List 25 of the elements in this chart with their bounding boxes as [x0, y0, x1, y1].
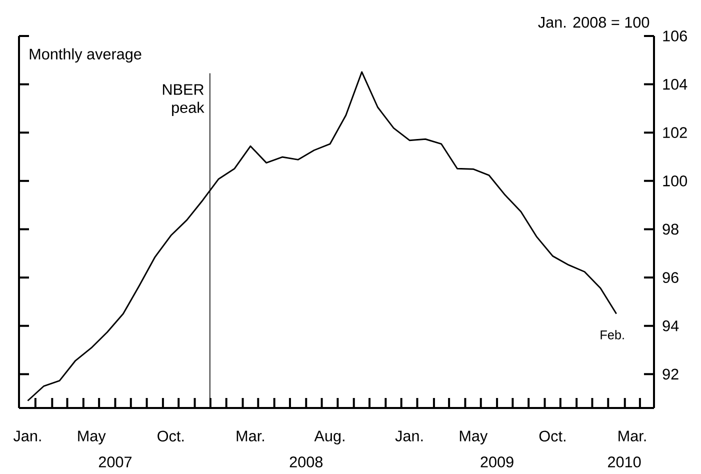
- annotation: Monthly average: [30, 48, 142, 63]
- y-tick-label: 94: [662, 320, 679, 332]
- x2-tick-label: 2009: [480, 456, 514, 468]
- y-tick-label: 92: [662, 368, 678, 380]
- x-tick-label: Jan.: [395, 430, 423, 442]
- y-tick-label: 104: [663, 78, 688, 90]
- y-tick-label: 102: [663, 127, 687, 138]
- y-tick-label: 98: [662, 224, 678, 235]
- x-tick-label: Mar.: [236, 430, 264, 442]
- ref-line-label: NBER peak: [162, 84, 204, 116]
- x-tick-label: May: [460, 430, 488, 444]
- x-tick-label: May: [78, 430, 106, 444]
- x-tick-label: Oct.: [158, 430, 184, 442]
- x2-tick-label: 2010: [608, 456, 641, 468]
- x-tick-label: Aug.: [314, 430, 344, 444]
- y-tick-label: 100: [663, 175, 688, 186]
- x-tick-label: Jan.: [13, 430, 41, 442]
- x2-tick-label: 2008: [290, 456, 323, 468]
- y-tick-label: 96: [662, 272, 678, 283]
- x-tick-label: Oct.: [539, 430, 566, 442]
- y-tick-label: 106: [663, 30, 687, 42]
- x2-tick-label: 2007: [98, 456, 132, 468]
- x-tick-label: Mar.: [618, 430, 646, 442]
- y-axis-title: Jan. 2008 = 100: [538, 16, 650, 28]
- annotation: Feb.: [600, 330, 624, 340]
